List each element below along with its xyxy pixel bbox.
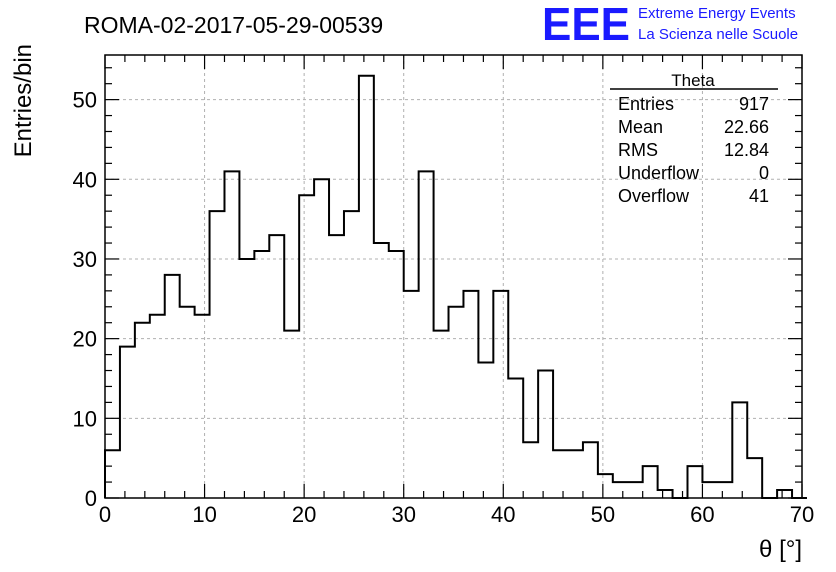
axis-ticks <box>104 55 803 499</box>
stats-row-value: 917 <box>739 94 769 114</box>
stats-row-label: Overflow <box>618 186 690 206</box>
eee-logo: EEE Extreme Energy Events La Scienza nel… <box>542 0 798 50</box>
logo-line-2: La Scienza nelle Scuole <box>638 26 798 43</box>
stats-row-value: 22.66 <box>724 117 769 137</box>
y-tick-label: 50 <box>73 88 97 113</box>
x-tick-label: 40 <box>491 502 515 527</box>
plot-frame <box>104 54 803 499</box>
stats-row-label: Entries <box>618 94 674 114</box>
x-tick-label: 10 <box>192 502 216 527</box>
x-axis-label: θ [°] <box>759 536 802 563</box>
x-tick-label: 50 <box>591 502 615 527</box>
tick-labels: 0 10 20 30 40 50 60 70 0 10 20 30 40 50 <box>73 88 815 527</box>
chart-title: ROMA-02-2017-05-29-00539 <box>84 12 383 38</box>
y-tick-label: 40 <box>73 167 97 192</box>
logo-line-1: Extreme Energy Events <box>638 5 796 22</box>
x-tick-label: 60 <box>690 502 714 527</box>
grid-lines <box>105 55 802 498</box>
y-tick-label: 10 <box>73 406 97 431</box>
y-tick-label: 20 <box>73 327 97 352</box>
stats-row-label: Underflow <box>618 163 700 183</box>
stats-row-value: 0 <box>759 163 769 183</box>
stats-box: Theta Entries 917 Mean 22.66 RMS 12.84 Underfl… <box>610 71 778 206</box>
y-tick-label: 0 <box>85 486 97 511</box>
stats-row-label: RMS <box>618 140 658 160</box>
stats-row-value: 12.84 <box>724 140 769 160</box>
histogram-outline <box>104 74 807 499</box>
x-tick-label: 30 <box>391 502 415 527</box>
stats-row-value: 41 <box>749 186 769 206</box>
x-tick-label: 0 <box>99 502 111 527</box>
eee-logo-text: EEE <box>542 0 630 50</box>
stats-row-label: Mean <box>618 117 663 137</box>
y-axis-label: Entries/bin <box>10 44 37 157</box>
x-tick-label: 20 <box>292 502 316 527</box>
x-tick-label: 70 <box>790 502 814 527</box>
stats-box-title: Theta <box>671 71 715 90</box>
y-tick-label: 30 <box>73 247 97 272</box>
